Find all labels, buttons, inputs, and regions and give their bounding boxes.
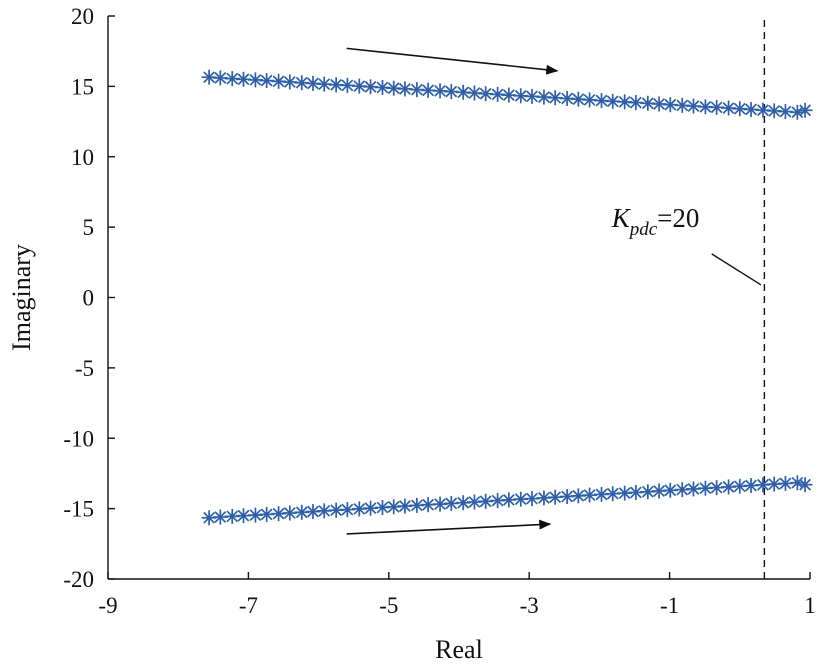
annotation-k: K (611, 203, 632, 233)
y-tick-label: -15 (63, 497, 94, 522)
y-tick-label: 20 (71, 4, 94, 29)
direction-arrows (346, 47, 559, 535)
y-axis-title: Imaginary (7, 244, 36, 351)
x-axis-title: Real (435, 635, 483, 664)
data-point (685, 481, 701, 497)
x-tick-group: -9 -7 -5 -3 -1 1 (98, 572, 816, 618)
y-tick-label: 0 (83, 286, 95, 311)
data-point (201, 510, 217, 526)
data-point (570, 91, 586, 107)
x-tick-label: -1 (660, 593, 679, 618)
x-tick-label: -7 (239, 593, 258, 618)
annotation-value: =20 (657, 203, 699, 233)
data-point (766, 476, 782, 492)
y-tick-label: 10 (71, 145, 94, 170)
data-point (247, 507, 263, 523)
data-point (259, 506, 275, 522)
x-tick-label: 1 (804, 593, 816, 618)
x-tick-label: -3 (520, 593, 539, 618)
y-tick-label: -10 (63, 426, 94, 451)
data-point (721, 479, 737, 495)
data-point (628, 95, 644, 111)
data-point (789, 104, 805, 120)
data-point (524, 88, 540, 104)
data-point (582, 487, 598, 503)
data-point (478, 493, 494, 509)
data-points (201, 69, 813, 526)
data-point (524, 491, 540, 507)
y-tick-label: -5 (75, 356, 94, 381)
data-point (651, 96, 667, 112)
data-point (797, 102, 813, 118)
y-tick-group: 20 15 10 5 0 -5 -10 -15 -20 (63, 4, 115, 592)
data-point (536, 89, 552, 105)
data-point (797, 477, 813, 493)
direction-arrow (346, 47, 559, 75)
data-point (582, 92, 598, 108)
y-tick-label: 5 (83, 215, 95, 240)
annotation-subscript: pdc (628, 219, 658, 240)
data-point (478, 86, 494, 102)
direction-arrow (346, 519, 552, 535)
x-tick-label: -5 (379, 593, 398, 618)
data-point (212, 70, 228, 86)
data-point (328, 77, 344, 93)
data-point (466, 494, 482, 510)
x-tick-label: -9 (98, 593, 117, 618)
data-point (386, 499, 402, 515)
data-point (271, 73, 287, 89)
data-point (271, 506, 287, 522)
data-point (709, 99, 725, 115)
data-point (374, 499, 390, 515)
kpdc-annotation: Kpdc=20 (611, 203, 700, 240)
y-tick-label: 15 (71, 74, 94, 99)
y-tick-label: -20 (63, 567, 94, 592)
data-point (777, 104, 793, 120)
data-point (351, 78, 367, 94)
data-point (339, 502, 355, 518)
data-point (766, 103, 782, 119)
data-point (432, 83, 448, 99)
annotation-leader-line (711, 253, 762, 286)
